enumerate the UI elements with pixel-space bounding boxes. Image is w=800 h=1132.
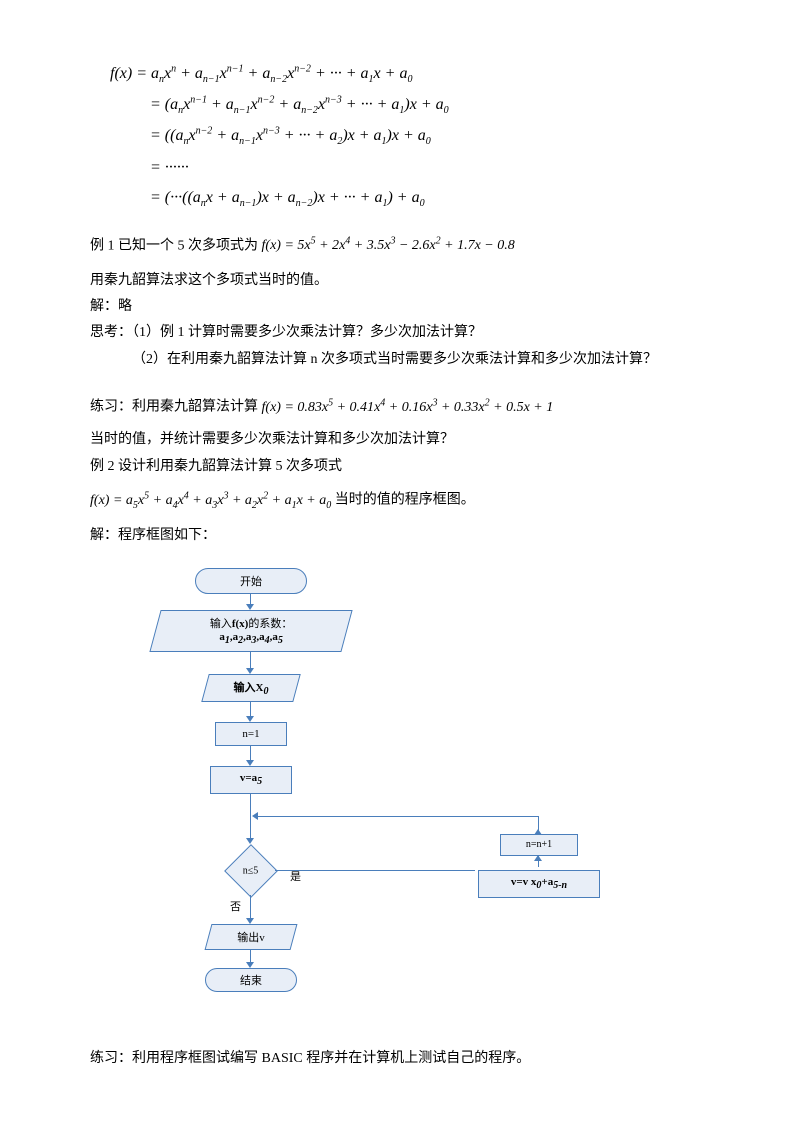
deriv-line-2: = (anxn−1 + an−1xn−2 + an−2xn−3 + ··· + … xyxy=(150,91,710,120)
flowchart-end: 结束 xyxy=(205,968,297,992)
flowchart-v-update: v=v x0+a5-n xyxy=(478,870,600,898)
deriv-line-4: = ······ xyxy=(150,154,710,183)
flowchart-input-x0: 输入X0 xyxy=(201,674,301,702)
example1-c: 思考：（1）例 1 计算时需要多少次乘法计算？多少次加法计算？ xyxy=(90,322,710,344)
deriv-line-1: f(x) = anxn + an−1xn−1 + an−2xn−2 + ··· … xyxy=(110,60,710,89)
example2-solution: 解：程序框图如下： xyxy=(90,525,710,547)
example1-d: （2）在利用秦九韶算法计算 n 次多项式当时需要多少次乘法计算和多少次加法计算？ xyxy=(132,349,710,371)
flowchart-output: 输出v xyxy=(205,924,298,950)
flowchart-input-coeffs: 输入f(x)的系数： a1,a2,a3,a4,a5 xyxy=(149,610,352,652)
practice1-b: 例 2 设计利用秦九韶算法计算 5 次多项式 xyxy=(90,456,710,478)
flowchart: 开始 输入f(x)的系数： a1,a2,a3,a4,a5 输入X0 n=1 v=… xyxy=(100,568,640,1028)
flowchart-decision: n≤5 xyxy=(224,844,278,898)
example1-b: 解：略 xyxy=(90,296,710,318)
flowchart-start: 开始 xyxy=(195,568,307,594)
example2-formula: f(x) = a5x5 + a4x4 + a3x3 + a2x2 + a1x +… xyxy=(90,488,710,513)
derivation-block: f(x) = anxn + an−1xn−1 + an−2xn−2 + ··· … xyxy=(110,60,710,214)
deriv-line-3: = ((anxn−2 + an−1xn−3 + ··· + a2)x + a1)… xyxy=(150,122,710,151)
example1-intro: 例 1 已知一个 5 次多项式为 f(x) = 5x5 + 2x4 + 3.5x… xyxy=(90,234,710,258)
flowchart-n-plus-1: n=n+1 xyxy=(500,834,578,856)
flowchart-no-label: 否 xyxy=(230,898,241,914)
example1-a: 用秦九韶算法求这个多项式当时的值。 xyxy=(90,270,710,292)
deriv-line-5: = (···((anx + an−1)x + an−2)x + ··· + a1… xyxy=(150,184,710,213)
practice1-intro: 练习：利用秦九韶算法计算 f(x) = 0.83x5 + 0.41x4 + 0.… xyxy=(90,395,710,419)
flowchart-n-1: n=1 xyxy=(215,722,287,746)
practice2: 练习：利用程序框图试编写 BASIC 程序并在计算机上测试自己的程序。 xyxy=(90,1048,710,1070)
flowchart-v-a5: v=a5 xyxy=(210,766,292,794)
practice1-a: 当时的值，并统计需要多少次乘法计算和多少次加法计算？ xyxy=(90,429,710,451)
